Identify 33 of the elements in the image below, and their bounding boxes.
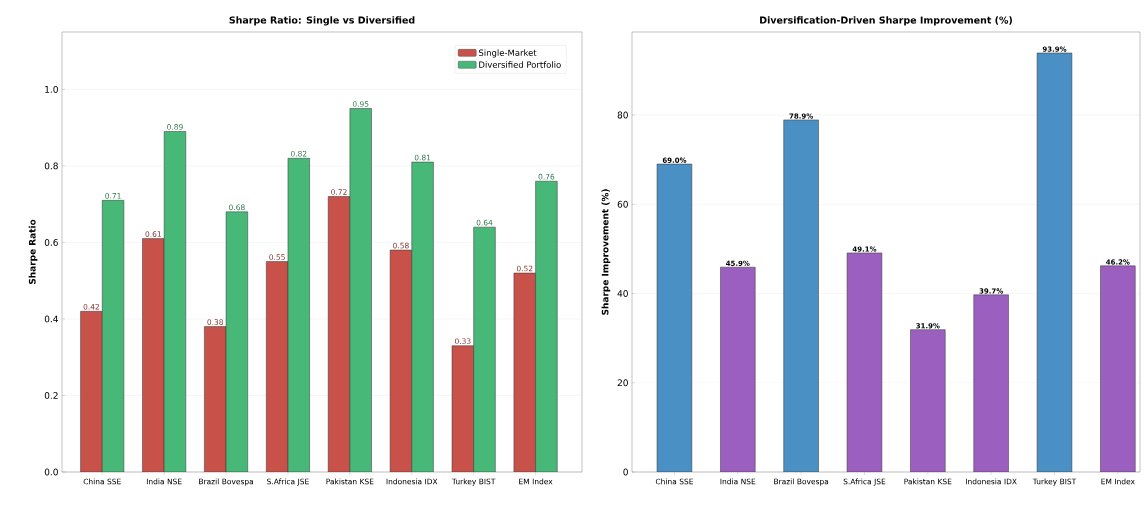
- bar: [390, 250, 412, 472]
- chart-title: Sharpe Ratio: Single vs Diversified: [229, 16, 415, 26]
- y-tick-label: 0.0: [44, 468, 58, 476]
- bar: [80, 311, 103, 472]
- bar: [164, 131, 186, 472]
- bar: [266, 261, 288, 472]
- bar: [349, 108, 372, 472]
- y-axis-title: Sharpe Ratio: [28, 219, 38, 285]
- legend-label: Diversified Portfolio: [479, 61, 561, 68]
- bar: [535, 180, 558, 472]
- bar: [473, 227, 496, 472]
- y-tick-label: 0.8: [44, 162, 58, 170]
- bar: [411, 162, 434, 472]
- bar: [452, 345, 474, 472]
- bar: [287, 158, 310, 472]
- y-tick-label: 0.2: [44, 392, 58, 399]
- y-tick-label: 20: [617, 379, 628, 387]
- y-tick-label: 40: [617, 290, 628, 297]
- bar: [328, 196, 350, 472]
- y-tick-label: 1.0: [45, 85, 58, 93]
- bar: [513, 272, 536, 472]
- bar: [226, 211, 248, 472]
- y-tick-label: 60: [617, 200, 628, 208]
- y-tick-label: 0.4: [44, 315, 58, 323]
- y-axis-title: Sharpe Improvement (%): [601, 189, 611, 315]
- bar: [204, 326, 227, 472]
- chart-title: Diversification-Driven Sharpe Improvement (%): [760, 16, 1012, 26]
- y-tick-label: 0: [623, 468, 628, 476]
- y-tick-label: 80: [617, 111, 628, 119]
- y-tick-label: 0.6: [44, 239, 58, 246]
- bar: [102, 200, 124, 472]
- legend-label: Single-Market: [479, 49, 537, 58]
- bar: [142, 238, 165, 472]
